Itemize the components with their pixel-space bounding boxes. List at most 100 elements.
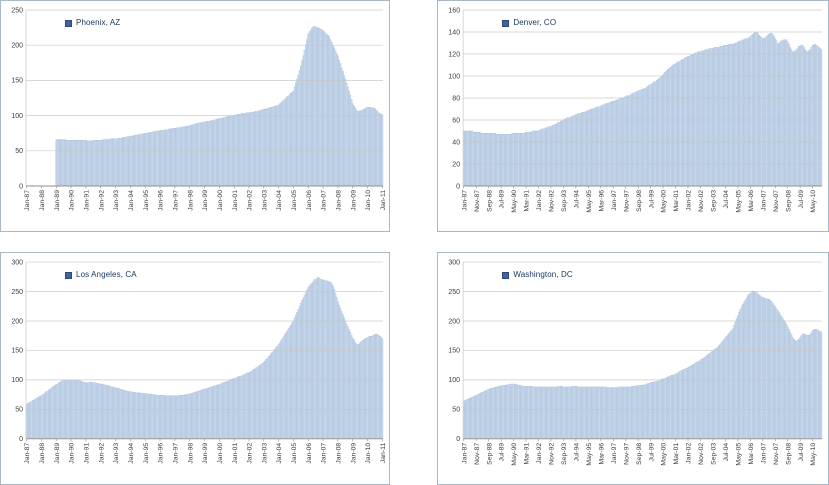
svg-text:120: 120 [448, 51, 460, 58]
svg-text:Nov-87: Nov-87 [474, 443, 481, 465]
svg-text:Jan-87: Jan-87 [24, 190, 31, 211]
svg-text:Mar-06: Mar-06 [748, 443, 755, 465]
svg-text:0: 0 [456, 436, 460, 443]
svg-text:Mar-91: Mar-91 [524, 190, 531, 212]
legend-marker-icon [502, 271, 510, 279]
legend-washington: Washington, DC [502, 270, 573, 279]
bars-group [462, 31, 823, 187]
svg-text:Jan-08: Jan-08 [336, 443, 343, 464]
svg-text:Jan-94: Jan-94 [128, 190, 135, 211]
svg-text:Jan-97: Jan-97 [611, 443, 618, 464]
svg-text:Jan-04: Jan-04 [276, 190, 283, 211]
svg-text:May-05: May-05 [735, 190, 742, 213]
svg-text:Jan-02: Jan-02 [247, 190, 254, 211]
svg-text:May-05: May-05 [735, 443, 742, 466]
svg-text:Jan-95: Jan-95 [143, 190, 150, 211]
svg-text:Jan-92: Jan-92 [98, 443, 105, 464]
svg-text:Jul-09: Jul-09 [798, 190, 805, 209]
svg-text:300: 300 [11, 259, 23, 266]
svg-text:20: 20 [452, 161, 460, 168]
svg-text:Jan-94: Jan-94 [128, 443, 135, 464]
svg-text:300: 300 [448, 259, 460, 266]
svg-text:100: 100 [448, 377, 460, 384]
svg-text:60: 60 [452, 117, 460, 124]
bars-group [25, 277, 384, 439]
svg-text:Sep-03: Sep-03 [711, 190, 718, 212]
svg-text:May-00: May-00 [661, 190, 668, 213]
svg-text:Jul-99: Jul-99 [648, 443, 655, 462]
svg-text:140: 140 [448, 29, 460, 36]
svg-text:Jan-00: Jan-00 [217, 443, 224, 464]
svg-text:250: 250 [11, 7, 23, 14]
svg-text:Mar-01: Mar-01 [673, 443, 680, 465]
bars-group [55, 26, 384, 187]
svg-text:Nov-07: Nov-07 [773, 190, 780, 212]
svg-text:Nov-02: Nov-02 [698, 190, 705, 212]
svg-text:0: 0 [456, 183, 460, 190]
svg-text:Sep-88: Sep-88 [486, 190, 493, 212]
svg-text:160: 160 [448, 7, 460, 14]
svg-text:100: 100 [448, 73, 460, 80]
svg-text:May-95: May-95 [586, 190, 593, 213]
svg-text:Jan-91: Jan-91 [84, 190, 91, 211]
svg-text:May-90: May-90 [511, 443, 518, 466]
svg-text:Jan-06: Jan-06 [306, 443, 313, 464]
svg-text:200: 200 [11, 43, 23, 50]
svg-text:0: 0 [19, 183, 23, 190]
svg-text:Jan-98: Jan-98 [187, 190, 194, 211]
svg-text:Sep-08: Sep-08 [785, 443, 792, 465]
legend-marker-icon [65, 19, 73, 27]
legend-label-los-angeles: Los Angeles, CA [76, 270, 137, 279]
svg-text:Jan-03: Jan-03 [261, 190, 268, 211]
svg-text:50: 50 [15, 148, 23, 155]
svg-text:Jul-99: Jul-99 [648, 190, 655, 209]
svg-text:Nov-92: Nov-92 [549, 443, 556, 465]
svg-text:150: 150 [448, 348, 460, 355]
svg-text:Jan-01: Jan-01 [232, 443, 239, 464]
svg-text:Jan-89: Jan-89 [54, 190, 61, 211]
svg-text:Jan-97: Jan-97 [172, 443, 179, 464]
svg-text:50: 50 [15, 407, 23, 414]
svg-text:Jan-04: Jan-04 [276, 443, 283, 464]
svg-text:Nov-97: Nov-97 [623, 190, 630, 212]
svg-text:Sep-03: Sep-03 [711, 443, 718, 465]
svg-text:Jan-99: Jan-99 [202, 190, 209, 211]
legend-marker-icon [65, 271, 73, 279]
svg-text:50: 50 [452, 407, 460, 414]
svg-text:Jan-06: Jan-06 [306, 190, 313, 211]
svg-text:Sep-88: Sep-88 [486, 443, 493, 465]
svg-text:Jan-93: Jan-93 [113, 443, 120, 464]
svg-text:100: 100 [11, 113, 23, 120]
svg-text:Jan-02: Jan-02 [686, 443, 693, 464]
svg-text:May-90: May-90 [511, 190, 518, 213]
svg-text:Sep-08: Sep-08 [785, 190, 792, 212]
svg-text:Jan-88: Jan-88 [39, 190, 46, 211]
svg-text:Nov-87: Nov-87 [474, 190, 481, 212]
x-axis-group: Jan-87 Nov-87 Sep-88 Jul-89 May-90 Mar-91 Jan-… [461, 186, 817, 213]
svg-text:May-00: May-00 [661, 443, 668, 466]
svg-text:Sep-93: Sep-93 [561, 443, 568, 465]
svg-text:Jan-87: Jan-87 [24, 443, 31, 464]
svg-text:Jan-02: Jan-02 [686, 190, 693, 211]
svg-text:Mar-06: Mar-06 [748, 190, 755, 212]
svg-text:200: 200 [448, 318, 460, 325]
svg-text:Jan-88: Jan-88 [39, 443, 46, 464]
svg-text:Jan-09: Jan-09 [350, 190, 357, 211]
svg-text:250: 250 [448, 289, 460, 296]
y-axis-group: 0 50 100 150 200 250 [11, 7, 383, 190]
svg-text:Mar-91: Mar-91 [524, 443, 531, 465]
legend-label-washington: Washington, DC [513, 270, 573, 279]
svg-text:Jan-87: Jan-87 [461, 190, 468, 211]
svg-text:Nov-02: Nov-02 [698, 443, 705, 465]
svg-text:Jan-92: Jan-92 [536, 190, 543, 211]
svg-text:Jan-87: Jan-87 [461, 443, 468, 464]
svg-text:Jul-89: Jul-89 [499, 190, 506, 209]
svg-text:Jan-91: Jan-91 [84, 443, 91, 464]
svg-text:May-95: May-95 [586, 443, 593, 466]
svg-text:Jul-89: Jul-89 [499, 443, 506, 462]
chart-panel-phoenix: Phoenix, AZ 0 50 100 150 200 250 Jan-87 Jan-88 J… [0, 0, 390, 232]
legend-phoenix: Phoenix, AZ [65, 19, 120, 27]
svg-text:Jan-98: Jan-98 [187, 443, 194, 464]
